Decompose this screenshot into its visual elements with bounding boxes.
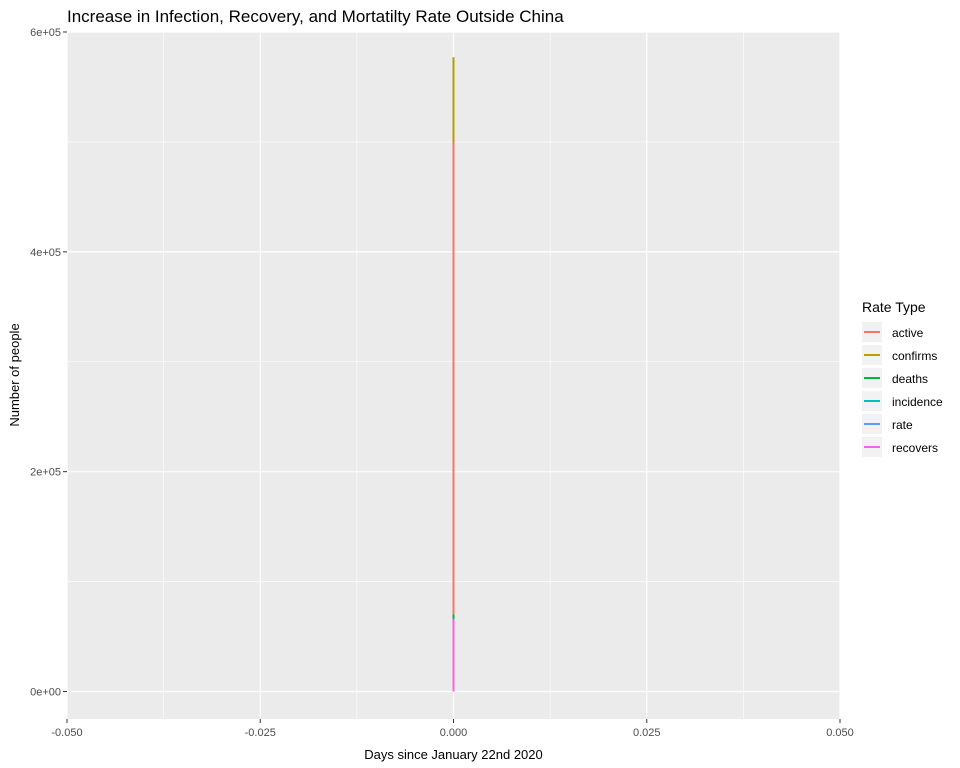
x-tick-label: -0.025 xyxy=(245,727,276,739)
chart-title: Increase in Infection, Recovery, and Mor… xyxy=(67,7,564,26)
x-tick-label: -0.050 xyxy=(51,727,82,739)
y-axis-title: Number of people xyxy=(7,323,22,426)
legend-label-confirms: confirms xyxy=(892,349,937,363)
legend-title: Rate Type xyxy=(862,299,926,315)
legend-label-rate: rate xyxy=(892,418,913,432)
legend-label-active: active xyxy=(892,326,924,340)
x-tick-label: 0.025 xyxy=(633,727,661,739)
y-tick-label: 4e+05 xyxy=(30,247,61,259)
y-tick-label: 6e+05 xyxy=(30,27,61,39)
y-axis: 0e+00 2e+05 4e+05 6e+05 xyxy=(30,27,67,699)
legend-label-incidence: incidence xyxy=(892,395,943,409)
legend: Rate Type active confirms deaths incidence r… xyxy=(862,299,943,457)
y-tick-label: 2e+05 xyxy=(30,467,61,479)
y-tick-label: 0e+00 xyxy=(30,687,61,699)
legend-label-recovers: recovers xyxy=(892,441,938,455)
x-tick-label: 0.000 xyxy=(440,727,468,739)
x-axis: -0.050 -0.025 0.000 0.025 0.050 xyxy=(51,719,854,739)
x-tick-label: 0.050 xyxy=(826,727,854,739)
legend-items: active confirms deaths incidence rate recover… xyxy=(862,322,943,457)
x-axis-title: Days since January 22nd 2020 xyxy=(364,747,543,762)
legend-label-deaths: deaths xyxy=(892,372,928,386)
